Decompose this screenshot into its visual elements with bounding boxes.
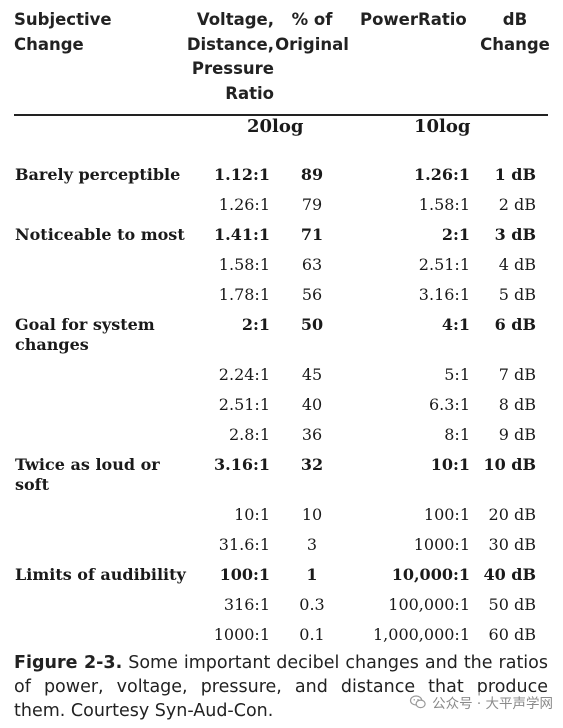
- percent-original-cell: 89: [300, 165, 324, 184]
- subheader-20log: 20log: [247, 116, 304, 137]
- percent-original-cell: 1: [306, 565, 318, 584]
- wechat-icon: [410, 695, 426, 709]
- voltage-ratio-cell: 2.51:1: [218, 395, 270, 414]
- db-change-cell: 9 dB: [498, 425, 536, 444]
- header-percent-original: % of Original: [275, 10, 349, 54]
- percent-original-cell: 0.3: [299, 595, 325, 614]
- subheader-10log: 10log: [414, 116, 471, 137]
- header-subjective-change: Subjective Change: [14, 10, 112, 54]
- percent-original-cell: 3: [306, 535, 318, 554]
- power-ratio-cell: 2:1: [441, 225, 470, 244]
- percent-original-cell: 63: [301, 255, 323, 274]
- percent-original-cell: 32: [300, 455, 324, 474]
- voltage-ratio-cell: 1.58:1: [218, 255, 270, 274]
- percent-original-cell: 45: [301, 365, 323, 384]
- voltage-ratio-cell: 1.26:1: [218, 195, 270, 214]
- figure-caption: Figure 2-3. Some important decibel chang…: [14, 651, 548, 723]
- power-ratio-cell: 6.3:1: [428, 395, 470, 414]
- db-change-cell: 20 dB: [488, 505, 536, 524]
- power-ratio-cell: 2.51:1: [418, 255, 470, 274]
- row-label: Limits of audibility: [15, 565, 186, 584]
- power-ratio-cell: 8:1: [444, 425, 470, 444]
- header-power-ratio: PowerRatio: [360, 10, 467, 29]
- voltage-ratio-cell: 2:1: [241, 315, 270, 334]
- voltage-ratio-cell: 10:1: [234, 505, 270, 524]
- percent-original-cell: 10: [301, 505, 323, 524]
- row-label: Twice as loud or soft: [15, 455, 160, 494]
- power-ratio-cell: 1000:1: [413, 535, 470, 554]
- voltage-ratio-cell: 31.6:1: [218, 535, 270, 554]
- voltage-ratio-cell: 2.24:1: [218, 365, 270, 384]
- db-change-cell: 10 dB: [483, 455, 536, 474]
- row-label: Barely perceptible: [15, 165, 181, 184]
- watermark-text: 公众号 · 大平声学网: [432, 696, 553, 712]
- power-ratio-cell: 5:1: [444, 365, 470, 384]
- voltage-ratio-cell: 1000:1: [213, 625, 270, 644]
- power-ratio-cell: 10,000:1: [391, 565, 470, 584]
- percent-original-cell: 0.1: [299, 625, 325, 644]
- percent-original-cell: 79: [301, 195, 323, 214]
- db-change-cell: 7 dB: [498, 365, 536, 384]
- figure-number: Figure 2-3.: [14, 653, 123, 673]
- db-change-cell: 5 dB: [498, 285, 536, 304]
- percent-original-cell: 40: [301, 395, 323, 414]
- voltage-ratio-cell: 100:1: [219, 565, 270, 584]
- power-ratio-cell: 1,000,000:1: [373, 625, 470, 644]
- header-db-change: dB Change: [480, 10, 550, 54]
- percent-original-cell: 56: [301, 285, 323, 304]
- header-divider: [14, 114, 548, 116]
- db-change-cell: 40 dB: [483, 565, 536, 584]
- power-ratio-cell: 10:1: [430, 455, 470, 474]
- power-ratio-cell: 1.58:1: [418, 195, 470, 214]
- power-ratio-cell: 100,000:1: [388, 595, 470, 614]
- header-voltage-ratio: Voltage, Distance, Pressure Ratio: [186, 10, 274, 103]
- db-change-cell: 3 dB: [494, 225, 536, 244]
- db-change-cell: 4 dB: [498, 255, 536, 274]
- power-ratio-cell: 3.16:1: [418, 285, 470, 304]
- db-change-cell: 50 dB: [488, 595, 536, 614]
- voltage-ratio-cell: 1.41:1: [213, 225, 270, 244]
- voltage-ratio-cell: 1.12:1: [213, 165, 270, 184]
- db-change-cell: 8 dB: [498, 395, 536, 414]
- db-change-cell: 6 dB: [494, 315, 536, 334]
- db-change-cell: 1 dB: [494, 165, 536, 184]
- voltage-ratio-cell: 316:1: [223, 595, 270, 614]
- db-change-cell: 30 dB: [488, 535, 536, 554]
- row-label: Noticeable to most: [15, 225, 185, 244]
- row-label: Goal for system changes: [15, 315, 155, 354]
- power-ratio-cell: 1.26:1: [413, 165, 470, 184]
- db-change-cell: 2 dB: [498, 195, 536, 214]
- voltage-ratio-cell: 2.8:1: [228, 425, 270, 444]
- voltage-ratio-cell: 1.78:1: [218, 285, 270, 304]
- watermark: 公众号 · 大平声学网: [409, 692, 553, 712]
- percent-original-cell: 50: [300, 315, 324, 334]
- voltage-ratio-cell: 3.16:1: [213, 455, 270, 474]
- percent-original-cell: 71: [300, 225, 324, 244]
- percent-original-cell: 36: [301, 425, 323, 444]
- db-change-cell: 60 dB: [488, 625, 536, 644]
- power-ratio-cell: 100:1: [423, 505, 470, 524]
- power-ratio-cell: 4:1: [441, 315, 470, 334]
